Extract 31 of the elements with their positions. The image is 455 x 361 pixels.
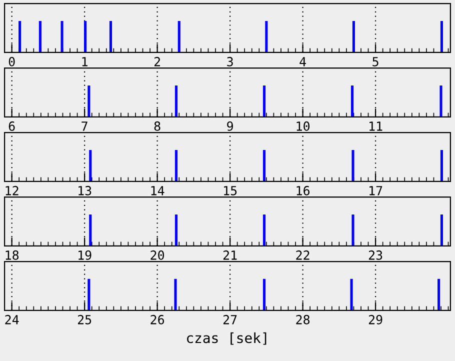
x-tick-label: 22 (296, 250, 310, 260)
x-tick-label: 7 (82, 122, 88, 131)
x-tick-label: 18 (6, 250, 19, 260)
x-tick-label: 11 (370, 122, 382, 131)
x-tick-label: 15 (224, 186, 237, 196)
x-tick-label: 21 (223, 250, 237, 260)
x-tick-label: 20 (150, 250, 164, 260)
x-tick-label: 6 (8, 121, 15, 131)
x-tick-label: 13 (78, 186, 92, 196)
x-tick-label: 17 (370, 186, 382, 196)
x-tick-label: 8 (154, 121, 160, 131)
x-tick-label: 2 (154, 56, 160, 66)
x-tick-label: 1 (82, 57, 88, 66)
x-tick-label: 12 (6, 186, 18, 196)
x-tick-label: 23 (368, 250, 382, 260)
x-tick-label: 25 (78, 314, 92, 324)
x-tick-label: 19 (78, 250, 92, 260)
x-tick-label: 3 (227, 56, 233, 66)
x-tick-label: 29 (368, 314, 382, 324)
x-tick-label: 14 (151, 186, 164, 196)
x-tick-label: 24 (5, 314, 19, 324)
x-axis-title: czas [sek] (187, 332, 266, 345)
x-tick-label: 5 (372, 57, 378, 66)
x-tick-label: 16 (296, 186, 310, 196)
x-tick-label: 0 (8, 56, 15, 66)
x-tick-label: 28 (296, 314, 310, 324)
x-tick-label: 4 (300, 57, 306, 66)
x-tick-label: 10 (296, 121, 310, 131)
x-tick-label: 9 (227, 121, 233, 131)
x-tick-label: 27 (223, 314, 237, 324)
x-tick-label: 26 (150, 314, 164, 324)
